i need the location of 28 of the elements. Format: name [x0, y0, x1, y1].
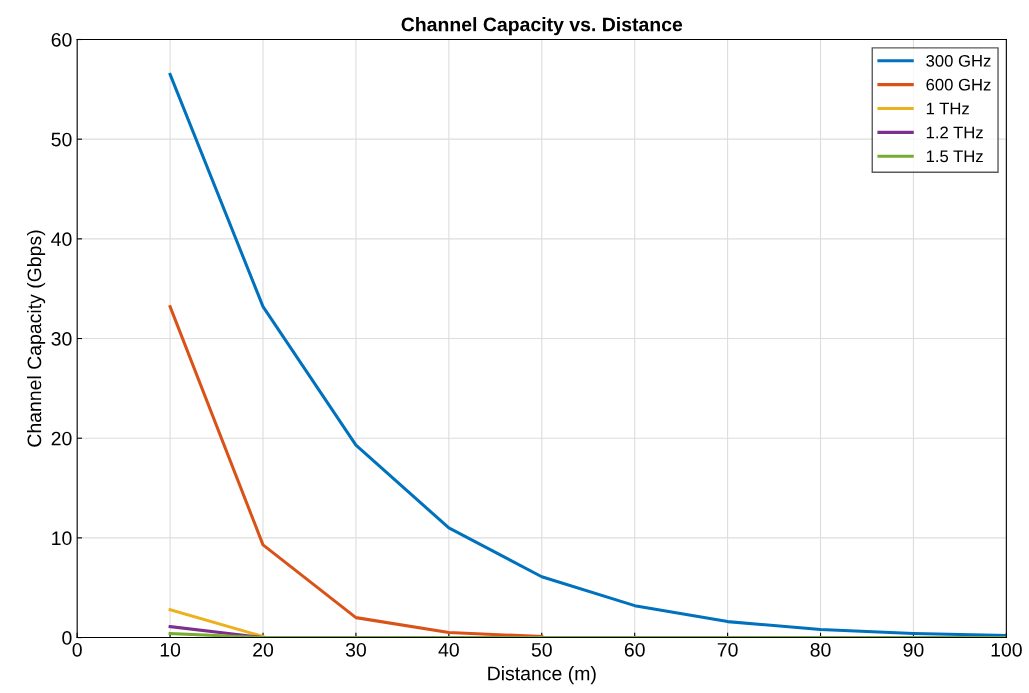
- x-tick-label: 90: [903, 642, 924, 657]
- x-tick-label: 50: [531, 642, 552, 657]
- y-tick-label: 60: [51, 32, 72, 47]
- legend-label: 300 GHz: [926, 54, 991, 67]
- line-series: [168, 72, 1007, 638]
- y-tick-label: 20: [51, 431, 72, 446]
- x-tick-label: 60: [624, 642, 645, 657]
- y-tick-label: 30: [51, 332, 72, 346]
- x-tick-label: 20: [253, 642, 274, 657]
- y-tick-label: 40: [51, 232, 72, 247]
- y-tick-label: 10: [52, 531, 72, 546]
- legend-label: 600 GHz: [926, 78, 991, 91]
- x-tick-label: 10: [160, 642, 181, 657]
- chart-title: Channel Capacity vs. Distance: [401, 17, 683, 36]
- x-tick-label: 40: [438, 642, 459, 657]
- x-tick-label: 100: [991, 642, 1022, 657]
- x-tick-label: 30: [345, 642, 366, 657]
- x-axis-title: Distance (m): [488, 666, 596, 685]
- legend-label: 1.2 THz: [926, 126, 983, 139]
- line-series: [168, 305, 544, 638]
- legend-label: 1.5 THz: [926, 150, 983, 163]
- x-tick-label: 80: [810, 642, 831, 657]
- y-axis-title: Channel Capacity (Gbps): [27, 230, 46, 447]
- x-tick-label: 70: [717, 642, 738, 657]
- legend-label: 1 THz: [926, 102, 969, 115]
- x-tick-label: 0: [72, 642, 82, 657]
- y-tick-label: 50: [51, 132, 72, 147]
- y-tick-label: 0: [62, 631, 72, 645]
